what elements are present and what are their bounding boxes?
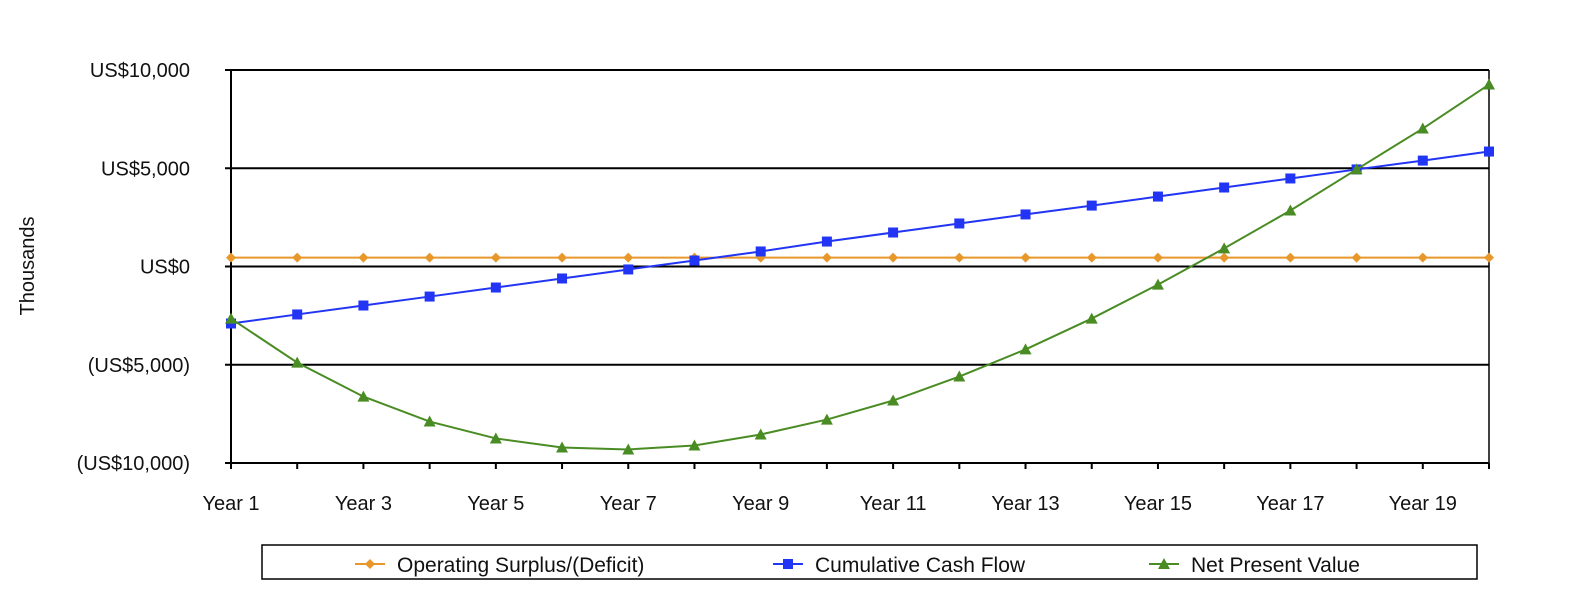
square-marker-icon (783, 559, 793, 569)
data-point (1285, 173, 1296, 184)
y-axis-ticks: US$10,000 US$5,000 US$0 (US$5,000) (US$10,00… (77, 60, 190, 475)
series-net-present-value (225, 78, 1495, 455)
data-point (887, 394, 900, 406)
data-point (1019, 343, 1032, 355)
data-point (423, 415, 436, 427)
data-point (226, 252, 236, 263)
data-point (1350, 163, 1363, 175)
data-point (821, 252, 832, 263)
data-point (1086, 200, 1097, 211)
data-point (557, 252, 568, 263)
data-point (1417, 252, 1428, 263)
data-point (489, 432, 502, 444)
data-point (820, 413, 833, 425)
data-point (1219, 182, 1230, 193)
legend-label: Net Present Value (1191, 554, 1360, 577)
data-point (1219, 252, 1230, 263)
data-point (623, 252, 634, 263)
data-point (755, 246, 766, 257)
y-tick-label: US$0 (140, 257, 190, 279)
legend-label: Operating Surplus/(Deficit) (397, 554, 644, 577)
series-line (230, 150, 1490, 325)
series-operating-surplus-deficit- (226, 252, 1494, 263)
y-tick-label: (US$5,000) (88, 355, 190, 377)
data-point (888, 252, 899, 263)
data-point (1483, 78, 1495, 90)
data-point (1151, 278, 1164, 290)
x-tick-label: Year 15 (1124, 493, 1192, 515)
y-tick-label: US$5,000 (101, 158, 190, 180)
x-tick-label: Year 7 (600, 493, 657, 515)
x-tick-label: Year 19 (1389, 493, 1457, 515)
x-tick-label: Year 11 (860, 493, 927, 515)
data-point (291, 356, 304, 368)
data-point (688, 439, 701, 451)
x-tick-label: Year 5 (467, 493, 524, 515)
data-point (623, 264, 634, 275)
y-tick-label: US$10,000 (90, 60, 190, 82)
data-point (358, 252, 369, 263)
gridlines (225, 69, 1490, 469)
data-point (358, 300, 369, 311)
series-line (230, 83, 1490, 451)
data-point (1020, 209, 1031, 220)
data-point (1085, 312, 1098, 324)
data-point (1152, 191, 1163, 202)
data-point (1417, 155, 1428, 166)
data-point (424, 252, 435, 263)
triangle-marker-icon (1158, 558, 1170, 569)
data-point (1218, 242, 1231, 254)
data-point (954, 252, 965, 263)
data-point (1416, 122, 1429, 134)
x-tick-label: Year 1 (202, 493, 259, 515)
data-point (292, 309, 303, 320)
data-point (424, 291, 435, 302)
series-cumulative-cash-flow (226, 146, 1494, 329)
y-tick-label: (US$10,000) (77, 453, 190, 475)
data-point (556, 441, 569, 453)
data-point (490, 282, 501, 293)
data-point (954, 218, 965, 229)
data-point (1285, 252, 1296, 263)
diamond-marker-icon (365, 559, 375, 569)
data-point (888, 227, 899, 238)
x-tick-label: Year 9 (732, 493, 789, 515)
legend-box (261, 544, 1478, 580)
data-point (1351, 252, 1362, 263)
data-point (1152, 252, 1163, 263)
x-tick-label: Year 13 (991, 493, 1059, 515)
data-point (953, 370, 966, 382)
series-layer (225, 78, 1495, 455)
data-point (490, 252, 501, 263)
y-axis-label: Thousands (17, 217, 39, 316)
data-point (622, 443, 635, 455)
x-axis-ticks: Year 1 Year 3 Year 5 Year 7 Year 9 Year 11 Yea… (202, 463, 1490, 515)
data-point (357, 390, 370, 402)
data-point (1484, 146, 1494, 157)
data-point (292, 252, 303, 263)
x-tick-label: Year 3 (335, 493, 392, 515)
legend: Operating Surplus/(Deficit) Cumulative Ca… (261, 544, 1478, 580)
data-point (1086, 252, 1097, 263)
data-point (225, 312, 237, 324)
data-point (689, 255, 700, 266)
data-point (1020, 252, 1031, 263)
data-point (821, 236, 832, 247)
data-point (754, 428, 767, 440)
data-point (1484, 252, 1494, 263)
x-tick-label: Year 17 (1256, 493, 1324, 515)
data-point (1284, 204, 1297, 216)
legend-label: Cumulative Cash Flow (815, 554, 1026, 577)
data-point (557, 273, 568, 284)
